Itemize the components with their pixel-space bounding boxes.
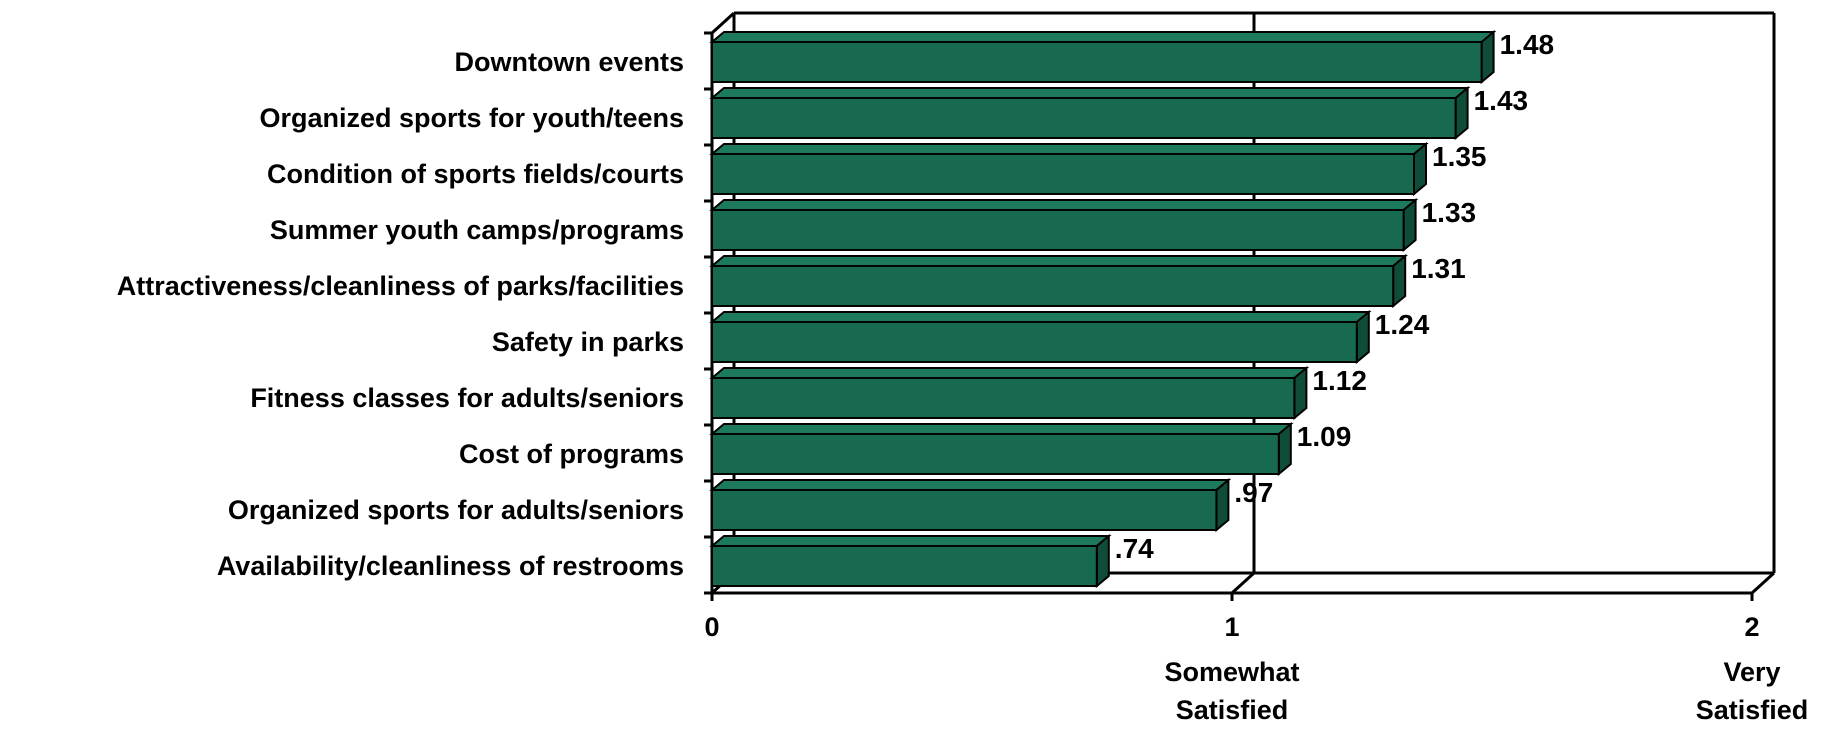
bar-top-0 [709, 31, 1497, 43]
bar-top-2 [709, 143, 1429, 155]
x-tick-sublabel-1-0: Somewhat [1164, 657, 1299, 687]
bar-top-6 [709, 367, 1310, 379]
bar-side-2 [1413, 141, 1427, 197]
x-tick-sublabel-2-0: Very [1723, 657, 1780, 687]
value-label-3: 1.33 [1422, 197, 1477, 228]
bar-top-7 [709, 423, 1294, 435]
bar-7 [711, 433, 1280, 475]
bar-side-7 [1277, 421, 1292, 477]
floor-right-edge [1750, 571, 1776, 595]
x-tick-label-1: 1 [1224, 612, 1239, 642]
bar-0 [711, 41, 1483, 83]
category-label-2: Condition of sports fields/courts [267, 159, 684, 189]
bar-side-6 [1293, 365, 1308, 421]
value-label-2: 1.35 [1432, 141, 1487, 172]
bar-top-3 [709, 199, 1419, 211]
bar-6 [711, 377, 1296, 419]
category-label-9: Availability/cleanliness of restrooms [217, 551, 684, 581]
value-label-0: 1.48 [1500, 29, 1555, 60]
category-label-0: Downtown events [454, 47, 684, 77]
category-label-5: Safety in parks [492, 327, 684, 357]
bar-9 [711, 545, 1098, 587]
value-label-4: 1.31 [1411, 253, 1466, 284]
bar-8 [711, 489, 1218, 531]
bar-5 [711, 321, 1358, 363]
floor-gridline-1 [1230, 571, 1256, 595]
bar-side-3 [1402, 197, 1417, 253]
bar-top-5 [709, 311, 1372, 323]
category-label-1: Organized sports for youth/teens [259, 103, 684, 133]
bar-3 [711, 209, 1405, 251]
y-axis-top-depth [710, 11, 736, 35]
bar-side-5 [1355, 309, 1370, 365]
value-label-9: .74 [1115, 533, 1154, 564]
bar-side-1 [1454, 85, 1469, 141]
value-label-6: 1.12 [1312, 365, 1367, 396]
category-label-8: Organized sports for adults/seniors [228, 495, 684, 525]
value-label-1: 1.43 [1474, 85, 1529, 116]
category-label-7: Cost of programs [459, 439, 684, 469]
bar-2 [711, 153, 1415, 195]
bar-top-1 [709, 87, 1471, 99]
bar-side-8 [1215, 477, 1230, 533]
category-label-6: Fitness classes for adults/seniors [250, 383, 684, 413]
bar-side-4 [1392, 253, 1407, 309]
bar-side-0 [1480, 29, 1495, 85]
bar-top-8 [709, 479, 1232, 491]
x-tick-sublabel-1-1: Satisfied [1176, 695, 1289, 725]
category-label-3: Summer youth camps/programs [270, 215, 684, 245]
value-label-7: 1.09 [1297, 421, 1352, 452]
x-tick-label-0: 0 [704, 612, 719, 642]
value-label-8: .97 [1234, 477, 1273, 508]
bar-4 [711, 265, 1395, 307]
value-label-5: 1.24 [1375, 309, 1430, 340]
bar-top-4 [709, 255, 1408, 267]
bar-side-9 [1095, 533, 1110, 589]
bar-top-9 [709, 535, 1112, 547]
x-tick-sublabel-2-1: Satisfied [1696, 695, 1809, 725]
bar-1 [711, 97, 1457, 139]
x-tick-label-2: 2 [1744, 612, 1759, 642]
category-label-4: Attractiveness/cleanliness of parks/faci… [117, 271, 684, 301]
